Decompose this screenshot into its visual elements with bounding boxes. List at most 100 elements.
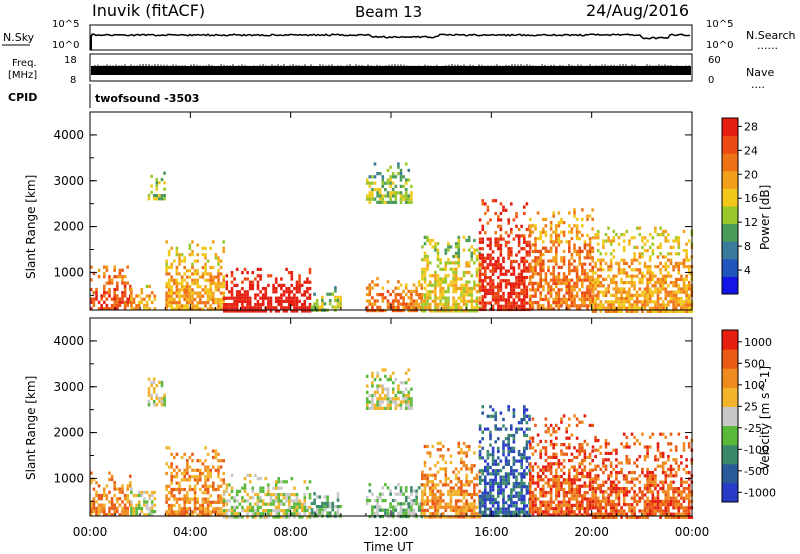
velocity-cell [562, 487, 566, 491]
power-cell [544, 246, 548, 250]
power-cell [588, 291, 592, 295]
velocity-cell [557, 494, 561, 498]
velocity-cell [108, 506, 111, 510]
power-cell [497, 237, 500, 241]
power-cell [365, 178, 369, 182]
velocity-cell [604, 439, 608, 443]
velocity-cell [568, 481, 571, 485]
velocity-cell [583, 510, 587, 514]
velocity-cell [135, 513, 138, 517]
velocity-cell [293, 493, 296, 497]
power-cell [659, 226, 662, 230]
power-cell [145, 307, 149, 311]
velocity-cell [648, 506, 652, 510]
power-cell [549, 221, 553, 225]
power-cell [520, 282, 523, 286]
power-cell [512, 269, 516, 273]
power-cell [667, 293, 670, 297]
power-cell [570, 269, 574, 273]
velocity-cell [565, 452, 568, 456]
power-cell [641, 274, 644, 278]
power-cell [467, 286, 471, 291]
power-cell [303, 306, 307, 310]
power-cell [452, 267, 455, 271]
power-cell [175, 269, 179, 273]
power-cell [586, 288, 589, 292]
power-cell [473, 248, 476, 252]
velocity-cell [214, 510, 218, 514]
velocity-cell [656, 503, 660, 507]
velocity-cell [295, 509, 299, 513]
power-cell [648, 233, 652, 237]
power-cell [206, 301, 210, 305]
power-cell [531, 269, 535, 273]
power-cell [628, 287, 631, 291]
power-cell [410, 299, 413, 303]
velocity-cell [454, 512, 458, 516]
power-cell [417, 280, 421, 284]
power-cell [654, 303, 657, 307]
velocity-cell [646, 455, 649, 459]
velocity-cell [251, 512, 255, 516]
velocity-cell [664, 474, 668, 478]
velocity-cell [612, 448, 616, 452]
velocity-cell [625, 490, 629, 494]
power-cell [123, 287, 127, 292]
power-cell [394, 191, 398, 195]
nsky-strip: N.Sky 10^5 10^0 10^5 10^0 N.Search .....… [2, 19, 796, 52]
velocity-cell [318, 508, 322, 512]
velocity-cell [552, 443, 555, 447]
velocity-cell [381, 486, 385, 490]
power-cell [199, 275, 202, 279]
power-cell [368, 197, 372, 201]
power-cell [444, 302, 448, 307]
power-cell [484, 288, 487, 292]
velocity-cell [588, 452, 592, 456]
velocity-cell [602, 483, 605, 487]
velocity-cell [256, 505, 260, 509]
power-colorbar-segment [722, 276, 738, 295]
power-cell [517, 295, 521, 299]
power-cell [191, 272, 194, 276]
power-cell [436, 296, 440, 300]
power-cell [620, 287, 623, 291]
power-cell [620, 297, 623, 301]
power-cell [280, 283, 283, 287]
velocity-cell [423, 512, 427, 516]
velocity-cell [95, 506, 98, 510]
velocity-cell [449, 454, 453, 458]
velocity-cell [497, 456, 500, 460]
velocity-cell [630, 432, 634, 436]
velocity-cell [135, 506, 138, 510]
velocity-cell [489, 501, 492, 505]
power-cell [410, 302, 413, 306]
velocity-cell [196, 481, 199, 485]
power-cell [484, 285, 487, 289]
power-cell [596, 306, 600, 310]
velocity-cell [313, 492, 316, 496]
power-cell [536, 237, 540, 241]
power-cell [588, 256, 592, 260]
power-cell [431, 274, 435, 278]
power-cell [507, 247, 510, 251]
velocity-cell [384, 368, 387, 372]
power-cell [92, 271, 96, 276]
power-cell [510, 231, 513, 235]
power-cell [656, 245, 660, 249]
velocity-cell [204, 478, 207, 482]
velocity-cell [625, 487, 629, 491]
velocity-cell [656, 448, 660, 452]
velocity-cell [467, 444, 471, 449]
velocity-cell [656, 490, 660, 494]
velocity-cell [531, 510, 535, 514]
power-cell [575, 307, 579, 311]
velocity-cell [512, 411, 516, 415]
power-cell [410, 309, 413, 313]
power-cell [555, 301, 558, 305]
velocity-cell [417, 486, 421, 490]
velocity-cell [525, 485, 529, 489]
power-cell [552, 214, 555, 218]
velocity-cell [105, 497, 109, 501]
power-cell [170, 301, 173, 305]
velocity-cell [103, 513, 106, 517]
